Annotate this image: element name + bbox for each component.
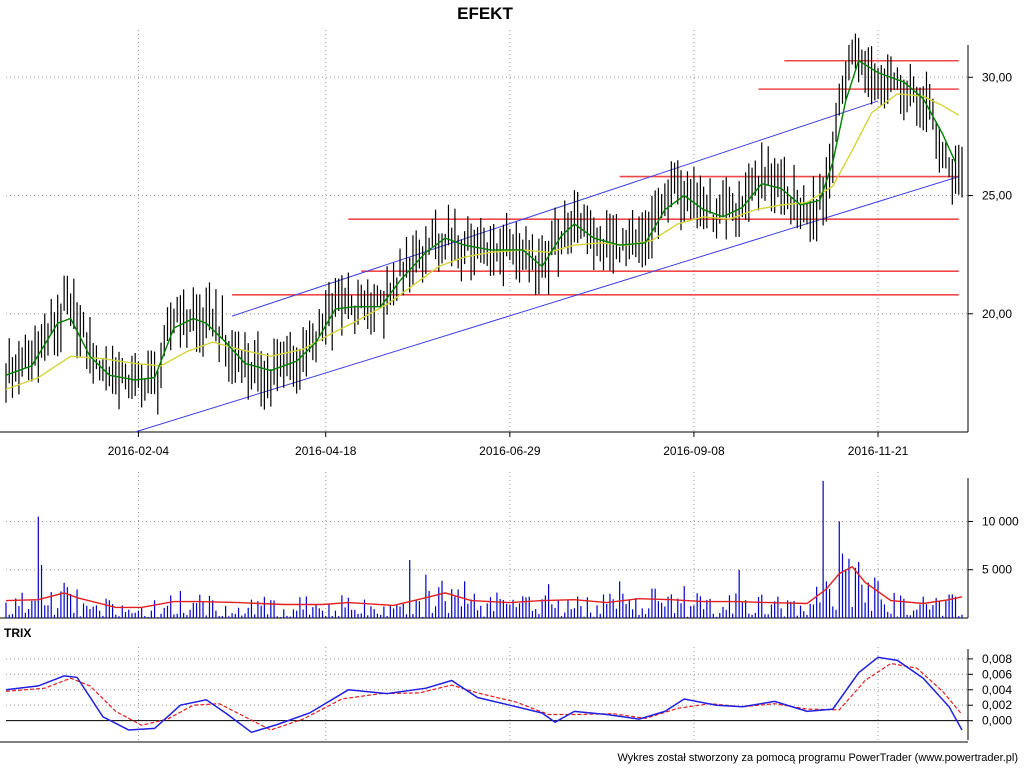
y-tick-label: 20,00: [982, 307, 1012, 321]
x-tick-label: 2016-04-18: [295, 444, 357, 458]
trix-tick-label: 0,002: [982, 698, 1012, 712]
trix-signal-line: [5, 662, 963, 731]
trix-tick-label: 0,008: [982, 652, 1012, 666]
y-tick-label: 30,00: [982, 70, 1012, 84]
trix-tick-label: 0,006: [982, 667, 1012, 681]
trend-channel-line: [135, 176, 959, 433]
x-tick-label: 2016-06-29: [479, 444, 541, 458]
price-panel: 2016-02-04 2016-04-18 2016-06-29 2016-09-08…: [0, 30, 1012, 458]
volume-tick-label: 10 000: [982, 514, 1019, 528]
moving-average-short: [5, 59, 957, 381]
trix-tick-label: 0,004: [982, 683, 1012, 697]
trix-tick-label: 0,000: [982, 714, 1012, 728]
x-tick-label: 2016-02-04: [108, 444, 170, 458]
footer-credit: Wykres został stworzony za pomocą progra…: [617, 752, 1018, 764]
y-tick-label: 25,00: [982, 189, 1012, 203]
chart-title: EFEKT: [457, 4, 513, 23]
volume-panel: 5 000 10 000: [0, 472, 1019, 619]
trix-line: [5, 656, 963, 734]
moving-average-long: [5, 93, 960, 391]
trix-title: TRIX: [4, 626, 31, 640]
volume-average-line: [5, 565, 963, 609]
x-tick-label: 2016-09-08: [663, 444, 725, 458]
x-tick-label: 2016-11-21: [848, 444, 909, 458]
volume-tick-label: 5 000: [982, 563, 1012, 577]
